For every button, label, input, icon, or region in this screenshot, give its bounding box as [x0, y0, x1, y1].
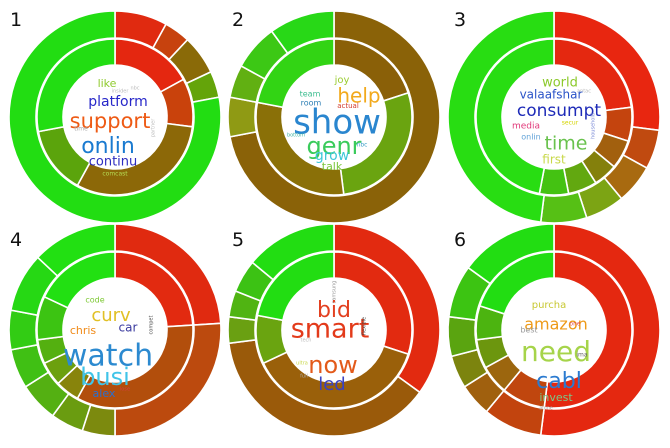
panel-6-outer-ring-segment-1	[539, 223, 661, 437]
panel-1-word-3: insider	[112, 89, 130, 95]
panel-6-word-9: alone	[539, 406, 553, 412]
panel-3-word-6: secur	[562, 120, 579, 127]
panel-4-word-5: chris	[70, 324, 97, 337]
panel-5-word-8: ultra	[296, 361, 308, 367]
panel-1-word-10: comcast	[102, 171, 128, 178]
panel-4-word-6: watch	[63, 339, 153, 374]
panel-6-word-4: need	[521, 335, 591, 368]
panel-3-inner-ring-segment-7	[475, 38, 555, 195]
panel-1-word-7: partner	[151, 118, 157, 137]
panel-6-outer-ring-segment-5	[447, 315, 479, 358]
panel-5-word-9: full	[300, 374, 308, 380]
panel-1-word-6: time	[74, 126, 88, 133]
panel-5-word-3: smart	[291, 314, 370, 345]
panel-4-label: 4	[10, 229, 22, 251]
panel-6-inner-ring-segment-1	[543, 251, 633, 409]
panel-5-label: 5	[232, 229, 244, 251]
panel-2-word-6: show	[293, 103, 381, 143]
panel-1-word-5: support	[70, 109, 151, 133]
panel-5-word-4: flexible	[362, 317, 368, 335]
panel-6-word-cloud-area	[503, 279, 605, 381]
panel-2-word-10: talk	[322, 160, 343, 173]
panel-2-word-4: room	[301, 99, 322, 108]
panel-4-outer-ring-segment-9	[36, 223, 116, 278]
panel-6-outer-ring-segment-7	[467, 223, 555, 285]
panel-4-outer-ring-segment-7	[8, 309, 39, 351]
panel-6-word-5: one	[569, 321, 580, 328]
panel-3-label: 3	[454, 9, 466, 31]
panel-2-label: 2	[232, 9, 244, 31]
panel-3-outer-ring-segment-5	[539, 191, 588, 224]
panel-2-word-11: bottom	[287, 133, 305, 139]
panel-4-inner-ring-segment-7	[43, 251, 116, 309]
panel-4-word-9: lose	[120, 387, 130, 393]
panel-6-word-2: amazon	[524, 315, 588, 334]
panel-1-word-2: nbc	[130, 86, 139, 92]
panel-6-word-1: purcha	[532, 300, 567, 311]
panel-6-word-8: invest	[539, 391, 573, 404]
panel-3-word-9: time	[545, 133, 588, 155]
panel-5-inner-ring-segment-2	[262, 345, 410, 409]
panel-3-outer-ring-segment-6	[447, 10, 555, 224]
panel-6-word-3: best	[520, 326, 537, 335]
panel-4-word-1: code	[85, 296, 104, 305]
panel-4-word-cloud-area	[64, 279, 166, 381]
panel-2-outer-ring-segment-1	[228, 10, 441, 224]
panel-5-word-cloud-area	[283, 279, 385, 381]
panel-2-word-5: actual	[337, 102, 359, 110]
panel-1-inner-ring-segment-5	[36, 38, 116, 133]
panel-3-word-7: household	[591, 113, 597, 139]
panel-4-word-8: alex	[93, 387, 116, 400]
panel-3-word-5: media	[512, 122, 540, 132]
panel-2-word-8: nbc	[357, 142, 368, 149]
panel-1-outer-ring-segment-5	[8, 10, 222, 224]
panel-6-word-7: ima	[576, 352, 588, 359]
panel-3-word-4: consumpt	[517, 101, 602, 121]
panel-4-word-7: busi	[80, 363, 130, 391]
panel-2-word-7: genr	[306, 132, 361, 160]
panel-4-word-4: compet	[149, 316, 155, 335]
panel-3-word-1: world	[542, 76, 578, 91]
panel-3-word-2: aptac	[577, 89, 591, 95]
panel-4-word-2: curv	[91, 305, 131, 326]
panel-5-outer-ring-segment-3	[227, 315, 257, 345]
panel-5-word-7: led	[318, 374, 346, 395]
panel-2-outer-ring-segment-5	[270, 10, 335, 55]
panel-3-word-8: onlin	[521, 133, 540, 142]
panel-5-word-6: now	[308, 351, 358, 379]
panel-2-word-3: help	[337, 84, 380, 108]
panel-1-word-1: like	[98, 77, 117, 90]
panel-1-label: 1	[10, 9, 22, 31]
panel-6-label: 6	[454, 229, 466, 251]
panel-2-word-9: grow	[315, 148, 349, 164]
panel-3-word-10: first	[542, 153, 566, 167]
panel-5-word-2: bid	[317, 298, 351, 323]
panel-2-word-2: team	[300, 90, 321, 99]
panel-2-word-1: joy	[334, 75, 350, 86]
panel-4-word-3: car	[119, 321, 138, 335]
panel-6-inner-ring-segment-6	[478, 251, 555, 315]
panel-6-word-6: cabl	[536, 369, 582, 394]
panel-2-inner-ring-segment-4	[256, 38, 335, 109]
panel-5-outer-ring-segment-6	[251, 223, 335, 281]
panel-1-word-4: platform	[88, 94, 148, 110]
panel-2-outer-ring-segment-2	[227, 96, 258, 138]
panel-1-word-9: continu	[89, 155, 138, 170]
panel-5-inner-ring-segment-4	[256, 251, 335, 322]
panel-1-word-8: onlin	[81, 134, 135, 159]
panel-2-word-cloud-area	[283, 66, 385, 168]
panel-1-word-cloud-area	[64, 66, 166, 168]
panel-3-word-3: valaafshar	[520, 88, 583, 102]
panel-3-word-cloud-area	[503, 66, 605, 168]
panel-5-word-1: samsung	[332, 281, 338, 304]
panel-5-word-5: tech	[301, 338, 312, 344]
